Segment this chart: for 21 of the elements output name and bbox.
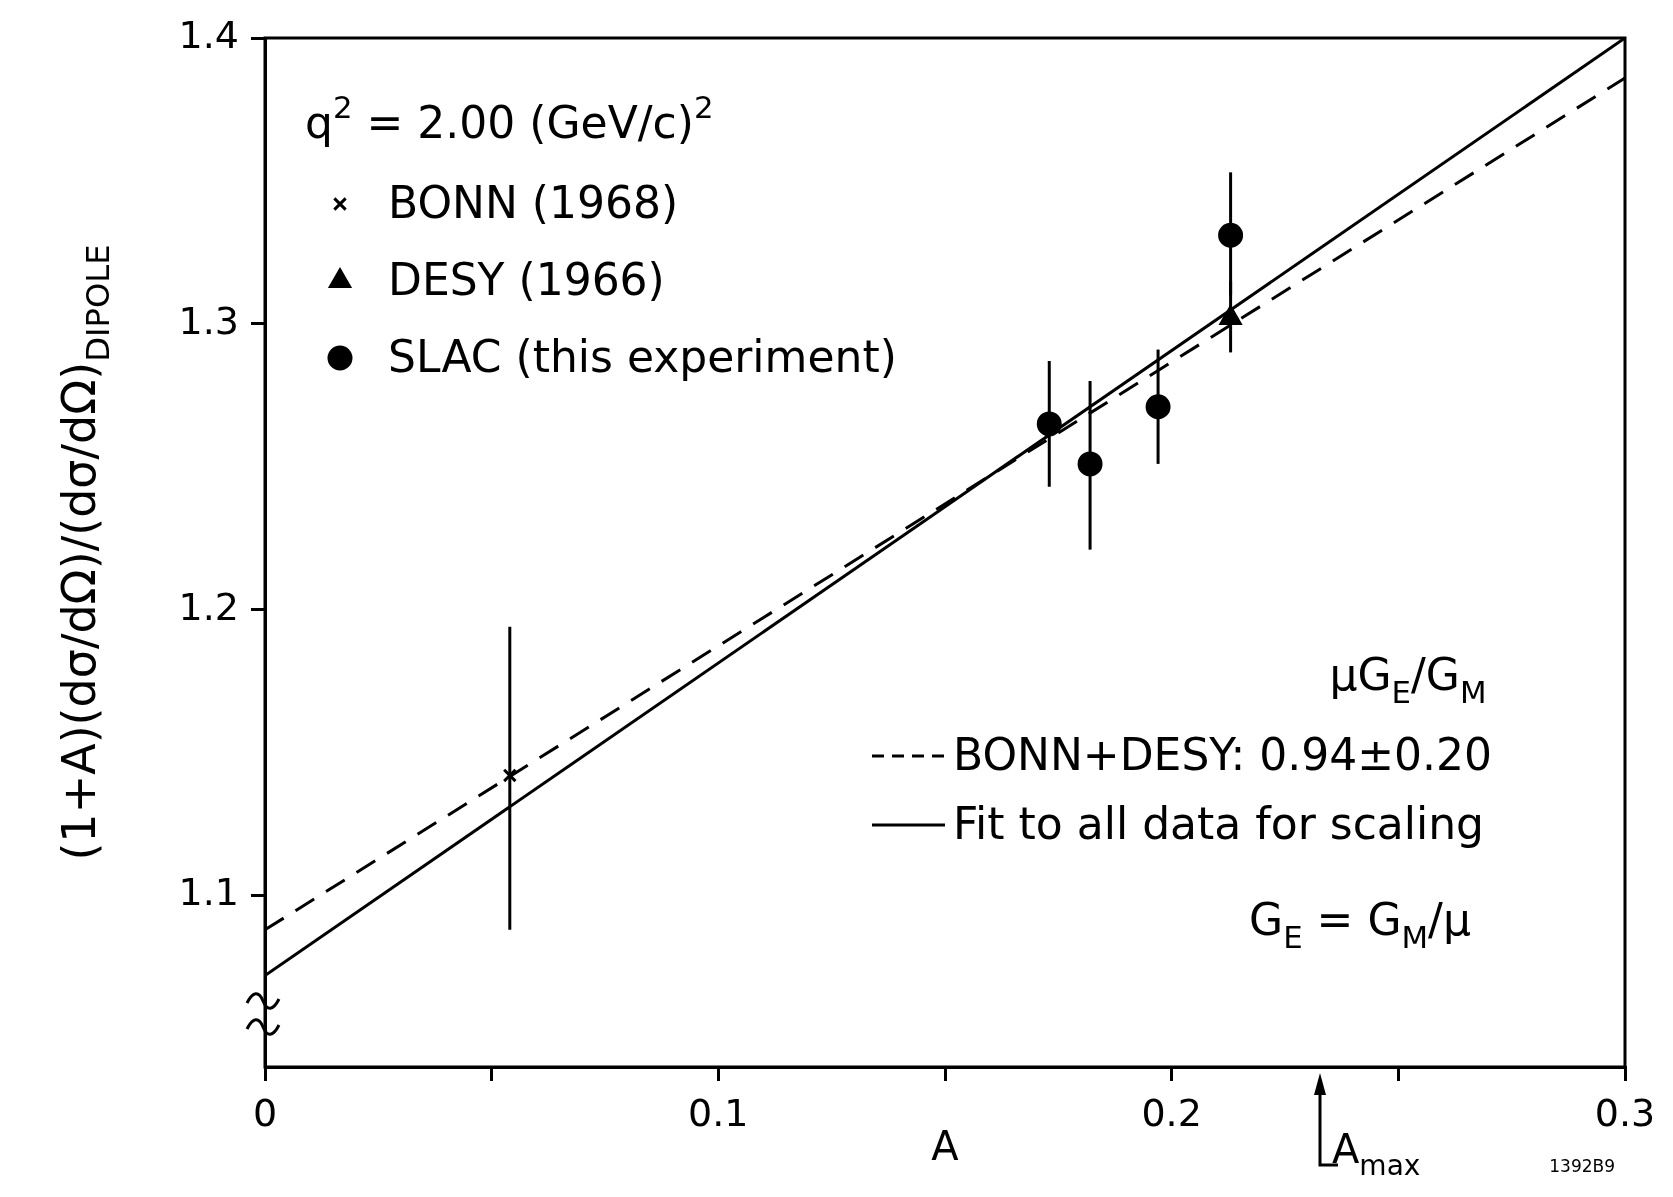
text: 1392B9 bbox=[1549, 1156, 1616, 1176]
legend-label: DESY (1966) bbox=[388, 254, 665, 305]
point bbox=[1218, 222, 1244, 248]
x-tick-label: 0.2 bbox=[1141, 1090, 1202, 1135]
y-tick-label: 1.2 bbox=[178, 584, 239, 629]
x-tick-label: 0.1 bbox=[688, 1090, 749, 1135]
point bbox=[1145, 394, 1171, 420]
y-tick-label: 1.1 bbox=[178, 870, 239, 915]
legend-label: BONN+DESY: 0.94±0.20 bbox=[953, 729, 1492, 780]
y-tick-label: 1.4 bbox=[178, 12, 239, 57]
x-tick-label: 0.3 bbox=[1594, 1090, 1656, 1135]
legend-label: Fit to all data for scaling bbox=[953, 798, 1485, 849]
legend-label: BONN (1968) bbox=[388, 177, 679, 228]
point bbox=[1077, 451, 1103, 477]
y-tick-label: 1.3 bbox=[178, 298, 239, 343]
x-axis-title: A bbox=[931, 1123, 960, 1169]
point bbox=[1036, 411, 1062, 437]
y-axis-title: (1+A)(dσ/dΩ)/(dσ/dΩ)DIPOLE bbox=[52, 244, 117, 861]
legend-label: SLAC (this experiment) bbox=[388, 331, 897, 382]
x-tick-label: 0 bbox=[252, 1090, 278, 1135]
point bbox=[502, 768, 517, 783]
